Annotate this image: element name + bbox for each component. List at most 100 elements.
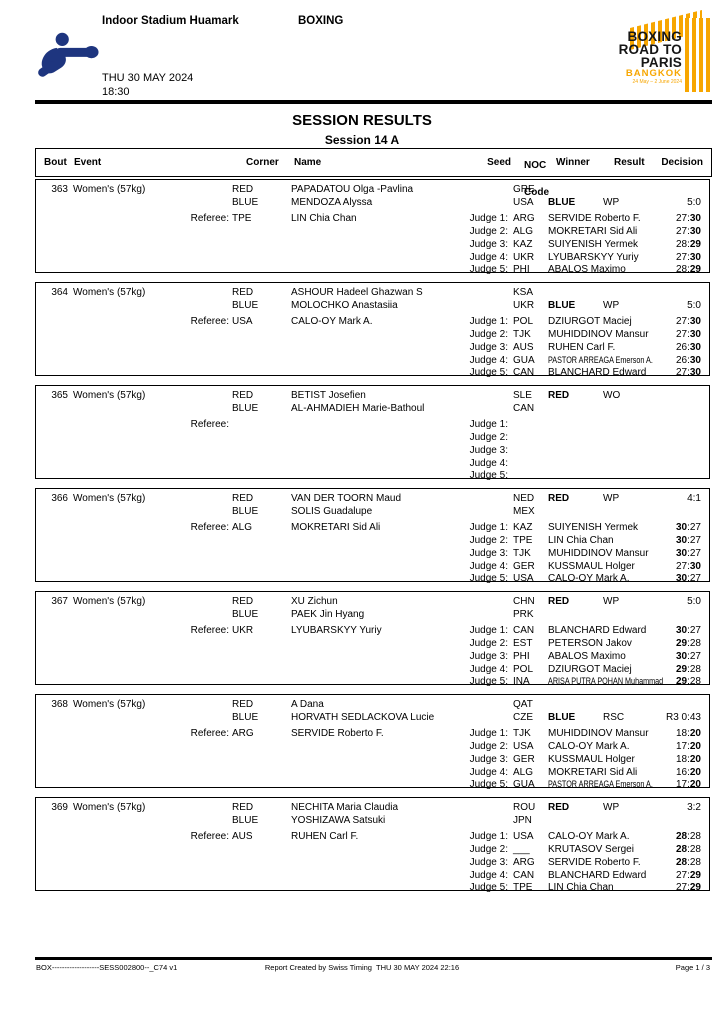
footer-page-number: Page 1 / 3	[675, 963, 710, 972]
logo-dates: 24 May – 2 June 2024	[632, 79, 682, 85]
bout-block: 365 Women's (57kg) RED BETIST Josefien S…	[35, 385, 710, 481]
referee-label: Referee:	[190, 625, 229, 636]
judge2-name: KRUTASOV Sergei	[548, 844, 702, 855]
judge3-noc: GER	[513, 754, 535, 765]
judge5-score-blue: 27	[689, 573, 701, 584]
judge4-name-text: MOKRETARI Sid Ali	[548, 767, 638, 778]
red-noc-code: GRE	[513, 184, 535, 195]
blue-corner-label: BLUE	[232, 506, 259, 517]
event-name: Women's (57kg)	[73, 390, 146, 401]
judge3-label: Judge 3:	[469, 342, 508, 353]
referee-name: CALO-OY Mark A.	[291, 316, 373, 327]
judge4-name: DZIURGOT Maciej	[548, 664, 702, 675]
judge5-name-text: PASTOR ARREAGA Emerson A.	[548, 779, 653, 790]
judge3-name: SERVIDE Roberto F.	[548, 857, 702, 868]
judge2-name: CALO-OY Mark A.	[548, 741, 702, 752]
judge1-name: SERVIDE Roberto F.	[548, 213, 702, 224]
judge2-noc: EST	[513, 638, 533, 649]
judge1-score-red: 30	[675, 625, 688, 636]
judge1-name: MUHIDDINOV Mansur	[548, 728, 702, 739]
judge4-score-separator: :	[687, 767, 690, 778]
judge2-score-red: 30	[675, 535, 688, 546]
referee-label: Referee:	[190, 419, 229, 430]
red-boxer-name: XU Zichun	[291, 596, 338, 607]
logo-city: BANGKOK	[625, 68, 682, 79]
judge2-score-blue: 28	[689, 844, 701, 855]
judge3-noc: KAZ	[513, 239, 533, 250]
judge5-noc: PHI	[513, 264, 530, 275]
blue-result: WP	[603, 197, 620, 208]
red-boxer-name: PAPADATOU Olga -Pavlina	[291, 184, 414, 195]
referee-noc: ARG	[232, 728, 254, 739]
judge1-name-text: BLANCHARD Edward	[548, 625, 647, 636]
judge5-label: Judge 5:	[469, 882, 508, 893]
red-corner-label: RED	[232, 390, 254, 401]
blue-decision: R3 0:43	[665, 712, 701, 723]
blue-winner: BLUE	[548, 197, 576, 208]
judge4-score-blue: 29	[689, 870, 701, 881]
judge5-noc: CAN	[513, 367, 535, 378]
judge1-label: Judge 1:	[469, 625, 508, 636]
red-noc-code: ROU	[513, 802, 536, 813]
judge4-label: Judge 4:	[469, 664, 508, 675]
judge3-score: 28:29	[676, 239, 701, 250]
blue-boxer-name: HORVATH SEDLACKOVA Lucie	[291, 712, 435, 723]
judge3-noc: AUS	[513, 342, 534, 353]
judge4-name-text: PASTOR ARREAGA Emerson A.	[548, 355, 653, 366]
bout-number: 366	[51, 493, 68, 504]
judge4-name: LYUBARSKYY Yuriy	[548, 252, 702, 263]
bout-number: 369	[51, 802, 68, 813]
judge3-noc: ARG	[513, 857, 535, 868]
bout-block: 364 Women's (57kg) RED ASHOUR Hadeel Gha…	[35, 282, 710, 378]
sport-title: BOXING	[298, 15, 344, 27]
judge4-name-text: BLANCHARD Edward	[548, 870, 647, 881]
red-boxer-name: BETIST Josefien	[291, 390, 366, 401]
bout-number: 363	[51, 184, 68, 195]
judge2-score-red: 27	[675, 329, 688, 340]
judge1-score: 28:28	[676, 831, 701, 842]
judge5-name-text: ARISA PUTRA POHAN Muhammad	[548, 676, 664, 687]
judge1-name: SUIYENISH Yermek	[548, 522, 702, 533]
judge4-name: MOKRETARI Sid Ali	[548, 767, 702, 778]
judge2-name-text: KRUTASOV Sergei	[548, 844, 634, 855]
blue-boxer-name: YOSHIZAWA Satsuki	[291, 815, 386, 826]
red-winner: RED	[548, 493, 570, 504]
judge5-score-blue: 30	[689, 367, 701, 378]
column-header-name: Name	[294, 157, 322, 168]
judge3-label: Judge 3:	[469, 445, 508, 456]
table-header: Bout Event Corner Name Seed NOC Code Winn…	[35, 148, 712, 198]
footer-report-code: BOX-------------------SESS002800--_C74 v…	[36, 963, 178, 972]
judge4-score-red: 29	[675, 664, 688, 675]
judge2-score-red: 17	[675, 741, 688, 752]
judge5-noc: USA	[513, 573, 534, 584]
red-result: WP	[603, 596, 620, 607]
judge2-label: Judge 2:	[469, 638, 508, 649]
judge5-score-separator: :	[687, 264, 690, 275]
judge5-score-red: 28	[675, 264, 688, 275]
judge1-score-blue: 27	[689, 625, 701, 636]
judge1-noc: ARG	[513, 213, 535, 224]
judge4-score-blue: 30	[689, 355, 701, 366]
bout-block: 369 Women's (57kg) RED NECHITA Maria Cla…	[35, 797, 710, 893]
judge5-score-blue: 29	[689, 264, 701, 275]
judge5-name: ARISA PUTRA POHAN Muhammad	[548, 676, 702, 687]
event-name: Women's (57kg)	[73, 493, 146, 504]
blue-decision: 5:0	[687, 197, 701, 208]
column-header-noc-code: NOC Code	[524, 152, 549, 206]
boxing-pictogram-icon	[38, 32, 99, 77]
blue-noc-code: CZE	[513, 712, 533, 723]
judge3-score: 28:28	[676, 857, 701, 868]
judge3-name-text: KUSSMAUL Holger	[548, 754, 635, 765]
judge4-score-blue: 30	[689, 561, 701, 572]
judge1-score-separator: :	[687, 625, 690, 636]
judge3-score-separator: :	[687, 857, 690, 868]
judge2-score-separator: :	[687, 226, 690, 237]
referee-label: Referee:	[190, 522, 229, 533]
judge4-score: 27:30	[676, 561, 701, 572]
judge2-name: PETERSON Jakov	[548, 638, 702, 649]
judge5-name: ABALOS Maximo	[548, 264, 702, 275]
judge1-score-red: 27	[675, 213, 688, 224]
judge3-score-blue: 28	[689, 857, 701, 868]
judge3-score-red: 30	[675, 548, 688, 559]
judge2-name-text: LIN Chia Chan	[548, 535, 614, 546]
